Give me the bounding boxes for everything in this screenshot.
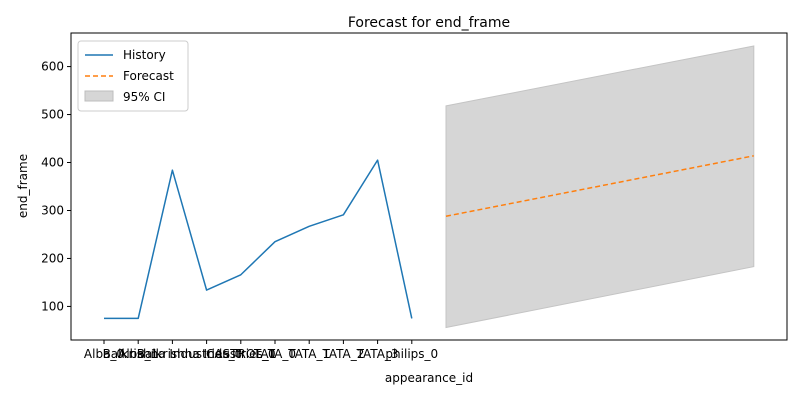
legend: History Forecast 95% CI [77,40,189,112]
y-tick-label: 500 [41,108,64,122]
y-tick-label: 200 [41,251,64,265]
y-tick-label: 600 [41,60,64,74]
legend-ci-label: 95% CI [123,90,165,104]
x-tick-label: TATA_1 [287,347,330,361]
x-tick-label: Alba_1 [118,347,158,361]
y-tick-label: 400 [41,156,64,170]
legend-ci-swatch [84,90,114,102]
x-tick-label: Alba_0 [84,347,124,361]
chart-title: Forecast for end_frame [348,15,510,31]
x-tick-label: Balkrishna Industries_1 [137,347,277,361]
y-tick-label: 300 [41,203,64,217]
series-line-0 [104,159,413,320]
y-tick-label: 100 [41,299,64,313]
y-axis-label: end_frame [16,154,30,218]
y-axis-ticks: 100 200 300 400 500 600 [41,60,71,313]
legend-history-label: History [123,48,166,62]
series-layer [104,155,754,320]
x-tick-label: Balkrishna Industries_0 [103,347,243,361]
x-tick-label: philips_0 [385,347,438,361]
plot-area-frame [70,32,788,341]
x-tick-label: TATA_0 [253,347,296,361]
x-axis-label: appearance_id [385,371,473,385]
x-tick-label: TATA_3 [356,347,399,361]
legend-forecast-label: Forecast [123,69,174,83]
x-tick-label: CASTROL_0 [206,347,276,361]
x-tick-label: TATA_2 [321,347,364,361]
series-line-1 [445,155,754,217]
